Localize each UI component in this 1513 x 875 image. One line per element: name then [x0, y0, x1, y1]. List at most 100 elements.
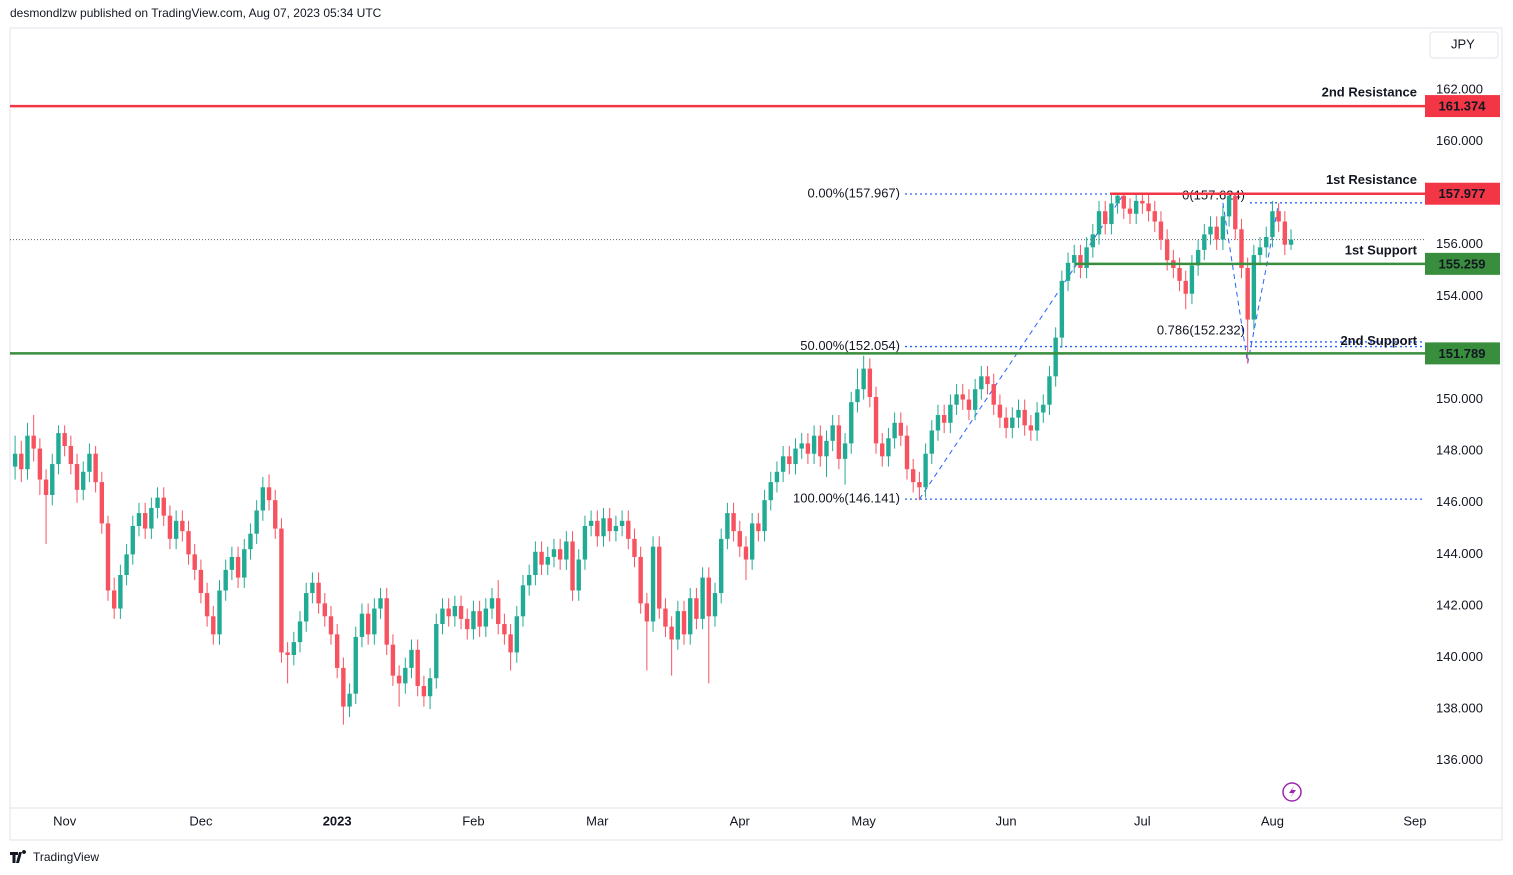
candle-body — [1022, 409, 1027, 426]
candle-body — [1183, 280, 1188, 294]
candle-body — [1276, 211, 1281, 222]
chart-frame — [9, 27, 1503, 841]
replay-icon[interactable] — [1282, 782, 1302, 802]
candle-body — [471, 611, 476, 630]
candle-body — [99, 482, 105, 524]
candle-body — [130, 525, 135, 555]
candle-body — [681, 611, 687, 635]
candle-body — [1028, 425, 1034, 431]
candle-body — [830, 425, 835, 441]
candle-body — [396, 675, 402, 684]
price-tag — [1425, 342, 1500, 365]
candle-body — [235, 556, 241, 578]
candle-body — [570, 541, 575, 591]
fib-label: 100.00%(146.141) — [793, 491, 900, 506]
candle-body — [452, 605, 458, 617]
candle-body — [948, 404, 953, 423]
candle-body — [409, 649, 414, 668]
x-tick-label: 2023 — [323, 813, 352, 828]
price-tag-label: 157.977 — [1439, 186, 1486, 201]
y-tick-label: 142.000 — [1436, 597, 1483, 612]
candle-body — [873, 396, 879, 444]
candle-body — [434, 624, 439, 679]
candle-body — [124, 554, 129, 576]
price-tag-label: 161.374 — [1439, 99, 1487, 114]
candle-body — [1133, 200, 1139, 214]
candle-body — [1003, 417, 1009, 428]
candle-body — [1115, 195, 1120, 204]
candle-body — [799, 443, 804, 449]
candle-body — [1127, 208, 1133, 214]
candle-body — [1146, 203, 1151, 212]
candle-body — [111, 590, 117, 609]
y-tick-label: 148.000 — [1436, 443, 1483, 458]
candle-body — [142, 513, 148, 529]
level-name: 1st Resistance — [1326, 172, 1417, 187]
fib-connector — [918, 193, 1125, 500]
candle-body — [669, 626, 674, 640]
candle-body — [626, 520, 631, 539]
candle-body — [1270, 211, 1275, 237]
candle-body — [880, 443, 885, 457]
candle-body — [1041, 404, 1046, 413]
x-tick-label: Jul — [1134, 813, 1151, 828]
price-tag — [1425, 252, 1500, 275]
candle-body — [446, 608, 451, 617]
candle-body — [607, 518, 612, 532]
candle-body — [149, 507, 154, 529]
candle-body — [87, 453, 92, 472]
candle-body — [248, 533, 253, 550]
candle-body — [1214, 226, 1219, 240]
candle-body — [650, 546, 656, 622]
candle-body — [694, 598, 699, 619]
candle-body — [1034, 412, 1040, 431]
candle-body — [700, 577, 705, 619]
candle-body — [1189, 265, 1195, 294]
y-tick-label: 154.000 — [1436, 288, 1483, 303]
candle-body — [266, 487, 272, 501]
candle-body — [390, 644, 396, 676]
x-tick-label: Mar — [586, 813, 609, 828]
level-name: 1st Support — [1345, 242, 1418, 257]
candle-body — [1140, 200, 1145, 204]
candle-body — [273, 500, 278, 529]
candles — [12, 193, 1294, 725]
candle-body — [254, 510, 259, 534]
candle-body — [520, 585, 526, 617]
candle-body — [966, 399, 972, 410]
y-tick-label: 160.000 — [1436, 133, 1483, 148]
candle-body — [539, 551, 544, 565]
candle-body — [508, 634, 513, 653]
price-tag-label: 155.259 — [1439, 256, 1486, 271]
x-tick-label: Feb — [462, 813, 484, 828]
candle-body — [923, 453, 928, 488]
candle-body — [1121, 195, 1126, 209]
candle-body — [1096, 211, 1102, 235]
candle-body — [867, 368, 873, 397]
candle-body — [260, 487, 266, 511]
candle-body — [533, 551, 538, 576]
candle-body — [657, 546, 662, 609]
x-tick-label: Jun — [996, 813, 1017, 828]
candle-body — [211, 616, 216, 635]
candle-body — [341, 667, 346, 707]
candle-body — [204, 593, 210, 617]
candle-body — [223, 569, 228, 591]
candle-body — [180, 520, 185, 532]
header: desmondlzw published on TradingView.com,… — [10, 6, 382, 20]
candle-body — [1226, 195, 1232, 217]
candle-body — [601, 518, 606, 537]
candle-body — [1109, 203, 1114, 225]
candle-body — [675, 611, 681, 640]
candle-body — [173, 520, 179, 539]
candle-body — [997, 404, 1003, 418]
candle-body — [1288, 239, 1294, 245]
candle-body — [62, 433, 67, 446]
candle-body — [929, 430, 934, 454]
candle-body — [81, 471, 86, 490]
candle-body — [836, 425, 842, 459]
currency-box[interactable] — [1429, 31, 1499, 59]
candle-body — [19, 453, 24, 470]
candle-body — [242, 549, 247, 578]
candle-body — [749, 523, 755, 560]
